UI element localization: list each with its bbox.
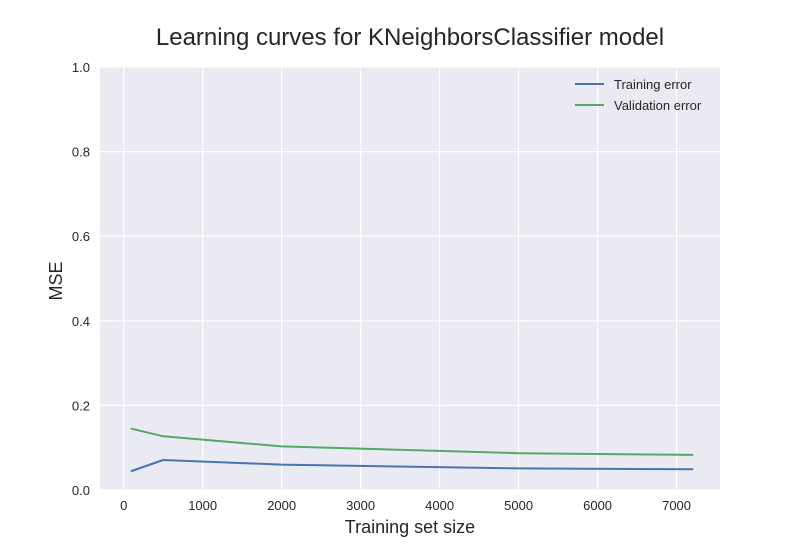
chart-title: Learning curves for KNeighborsClassifier… — [156, 24, 664, 51]
y-tick-label: 0.8 — [72, 145, 90, 160]
x-tick-label: 2000 — [267, 498, 296, 513]
series-line-validation-error — [130, 427, 694, 456]
y-axis-label: MSE — [46, 261, 66, 300]
grid — [100, 66, 720, 491]
y-tick-label: 0.4 — [72, 314, 90, 329]
x-tick-label: 7000 — [662, 498, 691, 513]
x-tick-label: 0 — [120, 498, 127, 513]
legend: Training error Validation error — [575, 77, 702, 113]
series-line-training-error — [130, 459, 694, 472]
y-tick-label: 0.2 — [72, 398, 90, 413]
x-tick-label: 6000 — [583, 498, 612, 513]
tick-labels: 0 1000 2000 3000 4000 5000 6000 7000 0.0 0.2 0.4 0.… — [72, 60, 691, 513]
x-tick-label: 4000 — [425, 498, 454, 513]
y-tick-label: 1.0 — [72, 60, 90, 75]
legend-label-validation-error: Validation error — [614, 98, 702, 113]
x-tick-label: 1000 — [188, 498, 217, 513]
x-axis-label: Training set size — [345, 517, 475, 537]
x-tick-label: 3000 — [346, 498, 375, 513]
y-tick-label: 0.0 — [72, 483, 90, 498]
y-tick-label: 0.6 — [72, 229, 90, 244]
x-tick-label: 5000 — [504, 498, 533, 513]
series-lines — [130, 427, 694, 472]
plot-area — [100, 67, 720, 490]
legend-label-training-error: Training error — [614, 77, 692, 92]
